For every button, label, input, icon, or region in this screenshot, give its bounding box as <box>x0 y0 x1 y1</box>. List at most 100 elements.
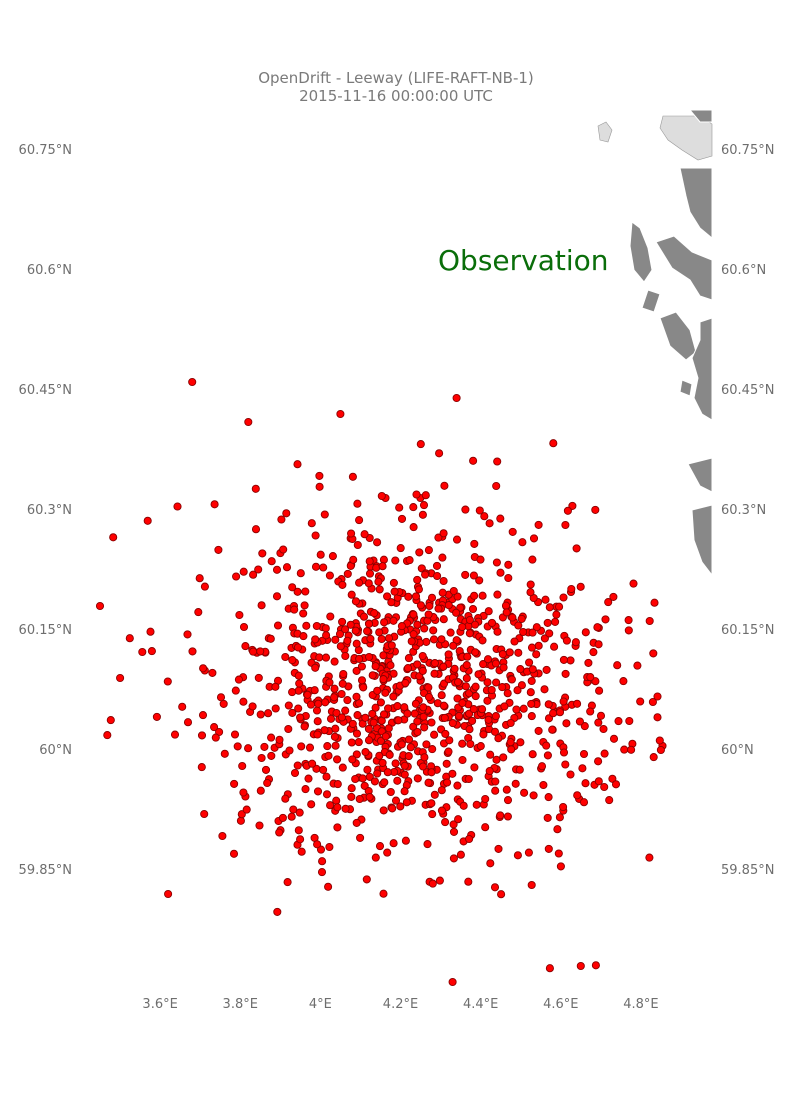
particle-point <box>437 786 446 795</box>
particle-point <box>379 651 388 660</box>
particle-point <box>551 617 560 626</box>
particle-point <box>594 757 603 766</box>
particle-point <box>244 744 253 753</box>
particle-point <box>439 529 448 538</box>
particle-point <box>395 503 404 512</box>
particle-point <box>562 636 571 645</box>
particle-point <box>210 723 219 732</box>
particle-point <box>539 780 548 790</box>
particle-point <box>330 684 339 693</box>
particle-point <box>331 635 340 644</box>
particle-point <box>484 715 493 724</box>
particle-point <box>514 648 523 657</box>
particle-point <box>611 780 621 789</box>
particle-point <box>443 778 452 787</box>
particle-point <box>507 675 516 684</box>
particle-point <box>403 664 413 673</box>
particle-point <box>312 621 321 631</box>
particle-point <box>527 880 536 890</box>
particle-point <box>595 686 604 695</box>
particle-point <box>513 851 522 860</box>
particle-point <box>428 745 437 754</box>
particle-point <box>555 708 565 717</box>
particle-point <box>264 709 273 718</box>
particle-point <box>354 738 363 747</box>
x-tick-label: 4.8°E <box>623 997 658 1012</box>
particle-point <box>449 827 459 836</box>
particle-point <box>383 848 392 857</box>
particle-point <box>506 738 515 747</box>
particle-point <box>313 730 322 739</box>
particle-point <box>317 868 327 877</box>
particle-point <box>594 718 603 727</box>
particle-point <box>311 562 321 571</box>
particle-point <box>458 622 467 632</box>
y-tick-label-right: 60.75°N <box>721 143 774 158</box>
particle-point <box>341 804 350 813</box>
particle-point <box>284 701 293 710</box>
x-tick-label: 3.6°E <box>142 997 177 1012</box>
particle-point <box>324 751 333 760</box>
particle-point <box>492 481 501 491</box>
particle-point <box>452 608 461 617</box>
particle-point <box>568 501 577 510</box>
particle-point <box>295 808 304 817</box>
particle-point <box>297 847 306 856</box>
particle-point <box>441 818 450 827</box>
particle-point <box>493 457 502 466</box>
particle-point <box>559 802 568 812</box>
map-timestamp: 2015-11-16 00:00:00 UTC <box>299 87 493 105</box>
particle-point <box>289 805 298 814</box>
particle-point <box>402 798 411 807</box>
particle-point <box>383 592 392 601</box>
particle-point <box>449 641 458 650</box>
particle-point <box>409 503 418 512</box>
particle-point <box>348 472 357 481</box>
particle-point <box>396 544 405 553</box>
particle-point <box>285 746 294 755</box>
particle-point <box>282 563 292 572</box>
particle-point <box>379 710 389 719</box>
particle-point <box>544 844 553 853</box>
particle-point <box>214 545 223 554</box>
particle-point <box>529 791 538 800</box>
particle-point <box>573 699 582 708</box>
particle-point <box>343 569 352 578</box>
particle-point <box>390 587 399 596</box>
particle-point <box>526 588 535 597</box>
particle-point <box>387 641 396 650</box>
particle-point <box>424 692 434 702</box>
particle-point <box>391 759 400 768</box>
particle-point <box>371 853 380 862</box>
particle-point <box>412 490 421 499</box>
particle-point <box>500 702 509 711</box>
particle-point <box>430 730 439 739</box>
particle-point <box>138 647 147 657</box>
particle-point <box>347 784 356 793</box>
particle-point <box>491 712 500 721</box>
particle-point <box>368 709 377 718</box>
particle-point <box>103 731 112 740</box>
particle-point <box>330 693 339 702</box>
particle-point <box>272 592 282 601</box>
y-tick-label-right: 60.45°N <box>721 383 774 398</box>
particle-point <box>494 844 503 853</box>
particle-point <box>302 621 311 630</box>
x-tick-label: 3.8°E <box>223 997 258 1012</box>
particle-point <box>512 705 521 714</box>
particle-point <box>498 650 507 659</box>
particle-point <box>559 655 568 664</box>
particle-point <box>580 722 589 731</box>
particle-point <box>364 619 374 628</box>
particle-point <box>183 630 192 639</box>
particle-point <box>424 546 433 555</box>
particle-point <box>465 834 474 844</box>
particle-point <box>353 499 362 508</box>
particle-point <box>321 624 330 633</box>
particle-point <box>420 753 429 762</box>
particle-point <box>516 665 525 674</box>
particle-point <box>450 664 459 673</box>
particle-point <box>629 579 638 588</box>
particle-point <box>437 635 446 644</box>
particle-point <box>233 742 242 751</box>
